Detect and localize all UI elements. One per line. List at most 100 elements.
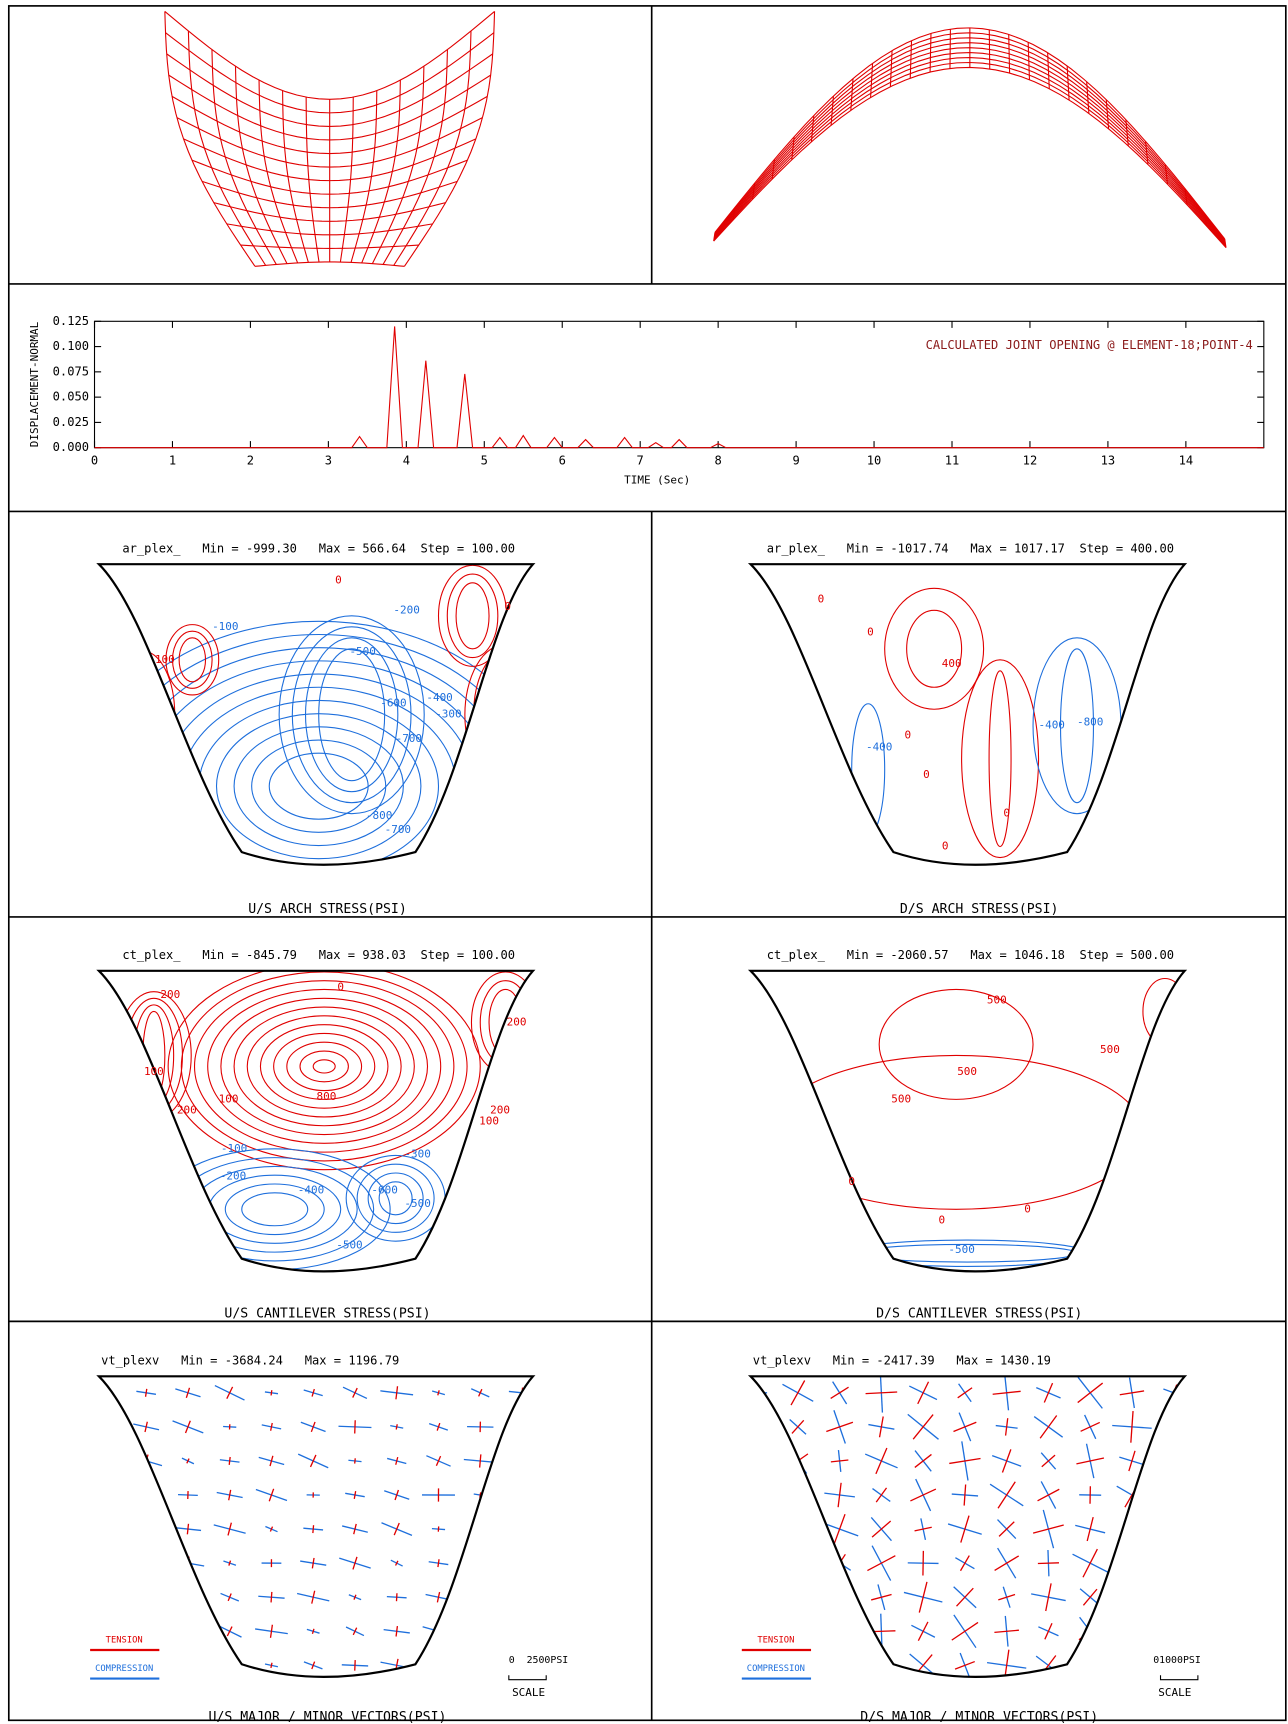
tension-vector	[1037, 1562, 1059, 1565]
contour	[455, 582, 490, 650]
contour-label: 0	[848, 1175, 855, 1188]
compression-vector	[1158, 1594, 1185, 1601]
mesh-line	[713, 232, 716, 242]
compression-vector	[833, 1621, 846, 1642]
tension-vector	[827, 1660, 852, 1670]
tension-vector	[268, 1488, 275, 1502]
tension-vector	[831, 1626, 848, 1637]
mesh-line	[201, 180, 458, 209]
tension-vector	[912, 1414, 934, 1440]
tension-vector	[1082, 1548, 1098, 1578]
tension-vector	[270, 1390, 273, 1396]
compression-vector	[98, 1526, 111, 1532]
contour-label: 0	[1024, 1202, 1031, 1215]
contour-label: -500	[404, 1197, 430, 1210]
mesh-line	[226, 223, 433, 236]
tension-vector	[436, 1591, 441, 1603]
contour-label: 200	[160, 988, 180, 1001]
tension-vector	[1130, 1411, 1134, 1443]
contour	[259, 1024, 389, 1109]
tension-vector	[395, 1456, 399, 1465]
tension-vector	[228, 1456, 231, 1465]
tension-vector	[143, 1525, 149, 1533]
tension-vector	[865, 1391, 898, 1395]
mesh-line	[393, 30, 472, 266]
tension-vector	[310, 1421, 316, 1433]
x-tick-label: 10	[867, 453, 882, 467]
contour	[193, 980, 455, 1153]
tension-vector	[478, 1557, 483, 1569]
x-tick-label: 11	[945, 453, 960, 467]
mesh-line	[164, 11, 256, 267]
tension-vector	[1167, 1616, 1180, 1647]
contour-label: -500	[349, 645, 375, 658]
tension-vector	[186, 1627, 190, 1636]
compression-vector	[98, 1559, 114, 1568]
tension-vector	[1040, 1655, 1057, 1676]
compression-vector	[826, 1584, 853, 1611]
tension-vector	[1076, 1457, 1105, 1465]
tension-vector	[101, 1592, 108, 1603]
tension-vector	[352, 1627, 358, 1636]
compression-vector	[98, 1591, 117, 1604]
compression-vector	[136, 1524, 156, 1534]
x-tick-label: 0	[91, 453, 98, 467]
scale-value: 0 2500PSI	[509, 1655, 568, 1666]
compression-vector	[139, 1629, 153, 1633]
contour	[286, 1041, 363, 1092]
panel-header: ct_plex_ Min = -845.79 Max = 938.03 Step…	[122, 948, 515, 962]
contour	[356, 1163, 435, 1233]
tension-vector	[103, 1455, 106, 1467]
contour	[273, 1032, 376, 1100]
contour-label: 500	[987, 993, 1007, 1006]
contour	[128, 647, 510, 865]
x-axis-label: TIME (Sec)	[624, 474, 690, 487]
contour-label: 0	[337, 980, 344, 993]
mesh-line	[165, 32, 495, 114]
contour	[906, 609, 963, 688]
contour	[291, 626, 412, 804]
mesh-line	[870, 63, 874, 98]
tension-vector	[867, 1630, 896, 1633]
contour-label: -700	[385, 823, 411, 836]
compression-vector	[1160, 1417, 1185, 1436]
compression-vector	[98, 1491, 121, 1499]
tension-vector	[914, 1526, 932, 1532]
tension-vector	[875, 1487, 888, 1503]
tension-vector	[312, 1525, 315, 1534]
y-tick-label: 0.125	[53, 314, 89, 328]
mesh-line	[164, 10, 495, 100]
mesh-line	[403, 11, 496, 267]
panel-header: vt_plexv Min = -2417.39 Max = 1430.19	[753, 1353, 1051, 1367]
tension-vector	[917, 1381, 930, 1405]
mesh-line	[176, 117, 483, 168]
contour	[233, 726, 404, 847]
compression-vector	[512, 1629, 532, 1634]
panel-caption: D/S ARCH STRESS(PSI)	[900, 902, 1059, 917]
tension-vector	[226, 1386, 234, 1400]
mesh-line	[850, 78, 854, 111]
compression-vector	[1172, 1552, 1176, 1575]
tension-vector	[186, 1458, 190, 1464]
tension-vector	[1164, 1561, 1183, 1565]
tension-vector	[518, 1556, 526, 1570]
tension-vector	[102, 1488, 107, 1502]
contour-label: 0	[335, 574, 342, 587]
x-tick-label: 6	[559, 453, 566, 467]
tension-vector	[1125, 1522, 1139, 1536]
contour	[318, 648, 386, 782]
mesh-line	[1027, 42, 1031, 80]
tension-vector	[477, 1590, 484, 1604]
tension-vector	[1160, 1524, 1185, 1535]
tension-vector	[185, 1387, 191, 1399]
mesh-line	[889, 50, 893, 87]
tension-vector	[311, 1557, 315, 1569]
tension-vector	[103, 1422, 106, 1431]
contour-label: 200	[507, 1015, 527, 1028]
panel-caption: U/S MAJOR / MINOR VECTORS(PSI)	[209, 1710, 447, 1724]
panel-header: ar_plex_ Min = -999.30 Max = 566.64 Step…	[122, 541, 515, 555]
tension-vector	[794, 1588, 802, 1606]
tension-vector	[917, 1621, 929, 1641]
contour	[367, 1172, 424, 1225]
contour	[191, 1165, 358, 1253]
